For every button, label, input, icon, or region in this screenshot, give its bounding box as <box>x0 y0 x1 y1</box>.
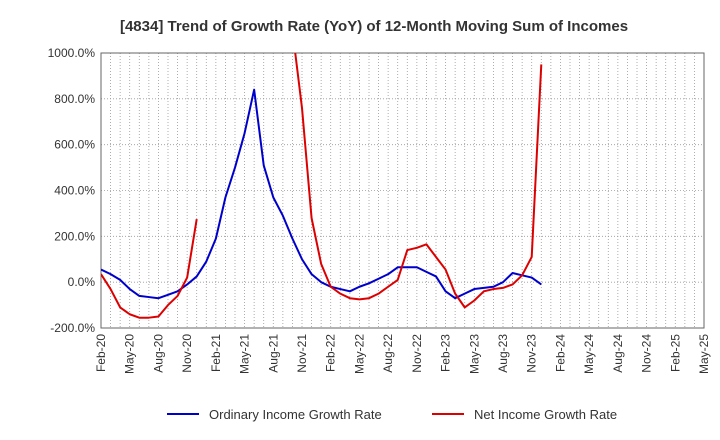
series-segment <box>294 53 543 309</box>
x-tick-label: Feb-24 <box>553 334 567 372</box>
series-layer <box>101 53 543 319</box>
legend: Ordinary Income Growth Rate Net Income Gr… <box>167 407 617 422</box>
x-tick-label: Aug-23 <box>496 334 510 373</box>
x-tick-label: Feb-25 <box>668 334 682 372</box>
x-tick-label: Aug-22 <box>381 334 395 373</box>
x-tick-label: Aug-21 <box>266 334 280 373</box>
plot-area <box>101 53 704 328</box>
x-tick-label: May-24 <box>582 334 596 374</box>
x-tick-label: Nov-24 <box>640 334 654 373</box>
x-tick-label: Feb-22 <box>324 334 338 372</box>
series-segment <box>101 218 198 319</box>
x-tick-label: Aug-20 <box>151 334 165 373</box>
grid <box>100 52 705 329</box>
x-tick-label: Nov-21 <box>295 334 309 373</box>
series-segment <box>101 88 542 300</box>
y-tick-label: 200.0% <box>54 229 95 243</box>
x-tick-label: Nov-23 <box>525 334 539 373</box>
y-tick-label: 600.0% <box>54 138 95 152</box>
chart-title: [4834] Trend of Growth Rate (YoY) of 12-… <box>120 18 628 35</box>
y-tick-label: 400.0% <box>54 184 95 198</box>
plot-border <box>100 52 705 329</box>
x-tick-label: Nov-22 <box>410 334 424 373</box>
legend-label: Ordinary Income Growth Rate <box>209 407 382 422</box>
y-tick-label: 0.0% <box>68 275 96 289</box>
legend-label: Net Income Growth Rate <box>474 407 617 422</box>
y-tick-label: 800.0% <box>54 92 95 106</box>
series-line <box>101 88 542 300</box>
series-line <box>101 53 543 319</box>
x-tick-label: Nov-20 <box>180 334 194 373</box>
y-tick-label: 1000.0% <box>48 46 96 60</box>
x-tick-label: Feb-20 <box>94 334 108 372</box>
x-tick-label: Aug-24 <box>611 334 625 373</box>
x-tick-label: Feb-21 <box>209 334 223 372</box>
x-tick-label: May-20 <box>123 334 137 374</box>
x-tick-label: May-25 <box>697 334 711 374</box>
x-tick-label: May-21 <box>238 334 252 374</box>
x-tick-label: May-23 <box>467 334 481 374</box>
x-tick-label: May-22 <box>352 334 366 374</box>
axes: -200.0% 0.0% 200.0% 400.0% 600.0% 800.0% 1000.… <box>48 46 711 374</box>
x-tick-label: Feb-23 <box>439 334 453 372</box>
y-tick-label: -200.0% <box>50 321 95 335</box>
